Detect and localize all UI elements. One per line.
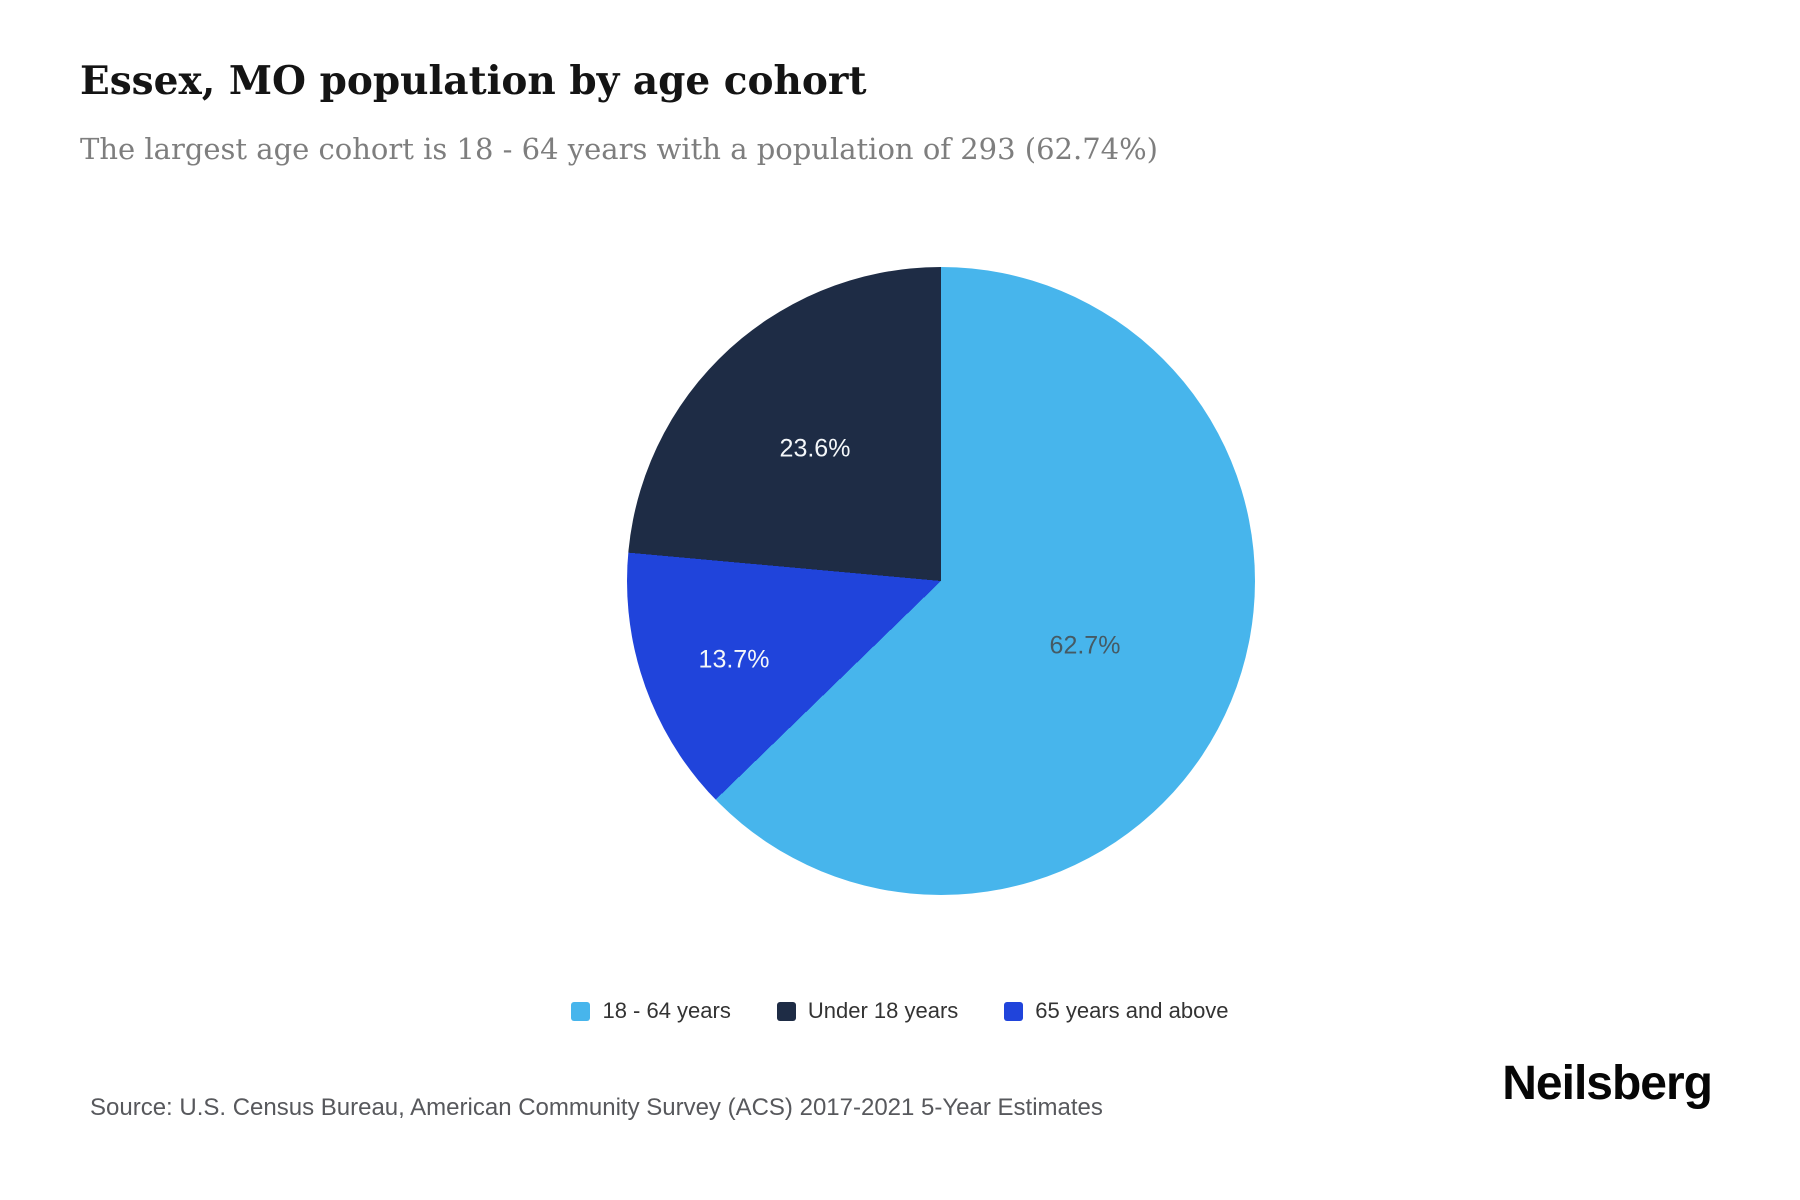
source-attribution: Source: U.S. Census Bureau, American Com… — [90, 1094, 1103, 1121]
legend-swatch-65-years-and-above — [1004, 1001, 1024, 1021]
chart-subtitle: The largest age cohort is 18 - 64 years … — [80, 132, 1158, 166]
legend-label-18-64-years: 18 - 64 years — [602, 998, 731, 1023]
legend-item-18-64-years[interactable]: 18 - 64 years — [571, 998, 731, 1024]
pie-slice-label-18-64-years: 62.7% — [1049, 631, 1121, 660]
legend-swatch-18-64-years — [571, 1001, 591, 1021]
page-title: Essex, MO population by age cohort — [80, 58, 867, 104]
legend-label-under-18-years: Under 18 years — [807, 998, 959, 1023]
legend-item-under-18-years[interactable]: Under 18 years — [776, 998, 959, 1024]
legend: 18 - 64 years Under 18 years 65 years an… — [0, 998, 1800, 1024]
legend-label-65-years-and-above: 65 years and above — [1035, 998, 1229, 1023]
pie-slice-label-65-years-and-above: 13.7% — [698, 645, 770, 674]
legend-swatch-under-18-years — [776, 1001, 796, 1021]
legend-item-65-years-and-above[interactable]: 65 years and above — [1004, 998, 1229, 1024]
pie-chart[interactable] — [627, 267, 1255, 895]
pie-slice-label-under-18-years: 23.6% — [779, 434, 851, 463]
neilsberg-logo: Neilsberg — [1502, 1057, 1713, 1110]
